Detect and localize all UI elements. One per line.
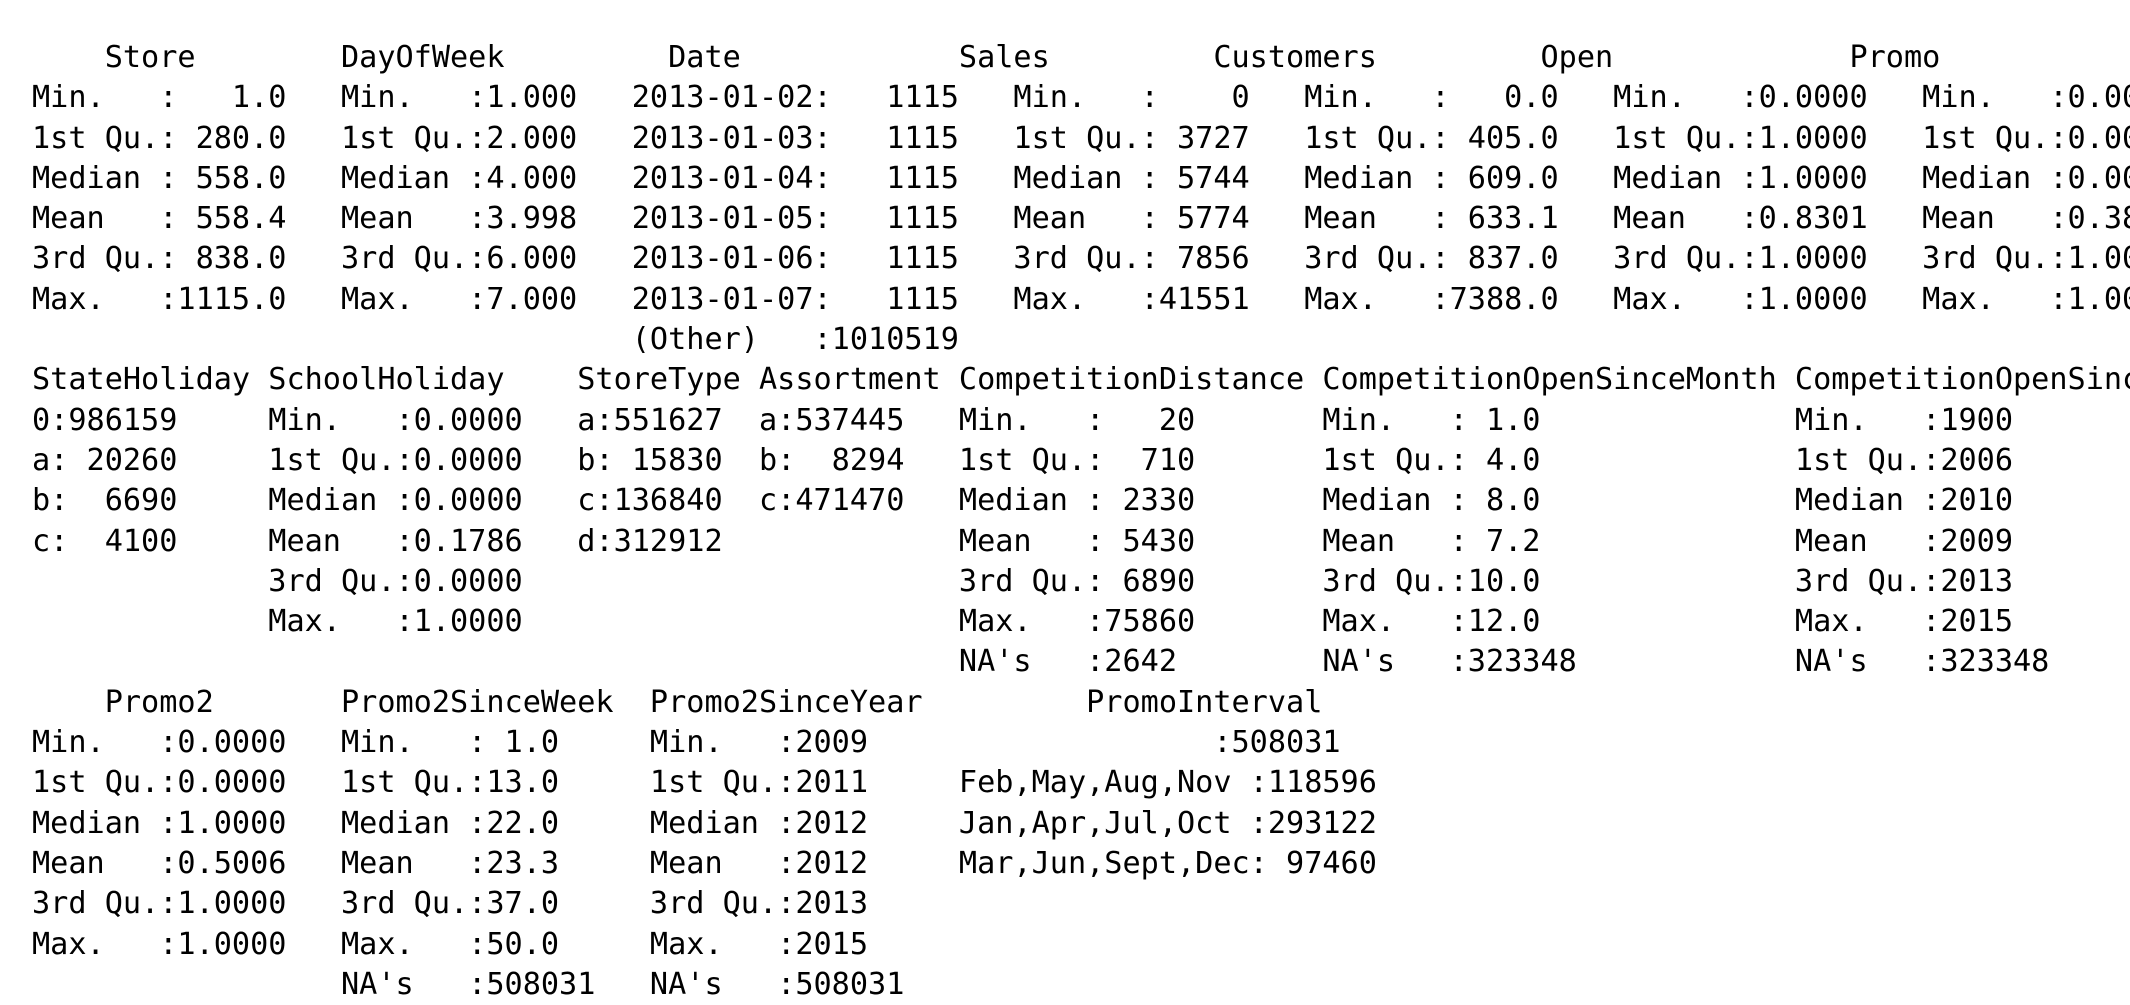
summary-line: Mean : 558.4 Mean :3.998 2013-01-05: 111… [32,201,2130,237]
summary-line: (Other) :1010519 [32,322,2130,358]
summary-line: 3rd Qu.:0.0000 3rd Qu.: 6890 3rd Qu.:10.… [32,563,2130,599]
summary-line: NA's :2642 NA's :323348 NA's :323348 [32,644,2130,680]
summary-line: 3rd Qu.:1.0000 3rd Qu.:37.0 3rd Qu.:2013 [32,886,1414,922]
summary-line: 1st Qu.: 280.0 1st Qu.:2.000 2013-01-03:… [32,120,2130,156]
summary-line: Max. :1.0000 Max. :75860 Max. :12.0 Max.… [32,604,2130,640]
summary-line: Min. : 1.0 Min. :1.000 2013-01-02: 1115 … [32,80,2130,116]
summary-line: 0:986159 Min. :0.0000 a:551627 a:537445 … [32,402,2130,438]
summary-header-row-1: Store DayOfWeek Date Sales Customers Ope… [32,40,2068,75]
summary-line: 3rd Qu.: 838.0 3rd Qu.:6.000 2013-01-06:… [32,241,2130,277]
summary-line: Max. :1.0000 Max. :50.0 Max. :2015 [32,926,1414,962]
summary-header-row-3: Promo2 Promo2SinceWeek Promo2SinceYear P… [32,684,1377,720]
summary-line: a: 20260 1st Qu.:0.0000 b: 15830 b: 8294… [32,442,2130,478]
console-output: Store DayOfWeek Date Sales Customers Ope… [32,38,2130,1005]
summary-header-row-2: StateHoliday SchoolHoliday StoreType Ass… [32,362,2130,398]
summary-line: Median : 558.0 Median :4.000 2013-01-04:… [32,160,2130,196]
summary-line: NA's :508031 NA's :508031 [32,966,1414,1002]
summary-line: c: 4100 Mean :0.1786 d:312912 Mean : 543… [32,523,2130,559]
summary-line: Mean :0.5006 Mean :23.3 Mean :2012 Mar,J… [32,845,1414,881]
summary-line: 1st Qu.:0.0000 1st Qu.:13.0 1st Qu.:2011… [32,765,1414,801]
summary-line: Min. :0.0000 Min. : 1.0 Min. :2009 :5080… [32,725,1377,761]
summary-line: Median :1.0000 Median :22.0 Median :2012… [32,805,1414,841]
summary-line: b: 6690 Median :0.0000 c:136840 c:471470… [32,483,2130,519]
summary-line: Max. :1115.0 Max. :7.000 2013-01-07: 111… [32,281,2130,317]
